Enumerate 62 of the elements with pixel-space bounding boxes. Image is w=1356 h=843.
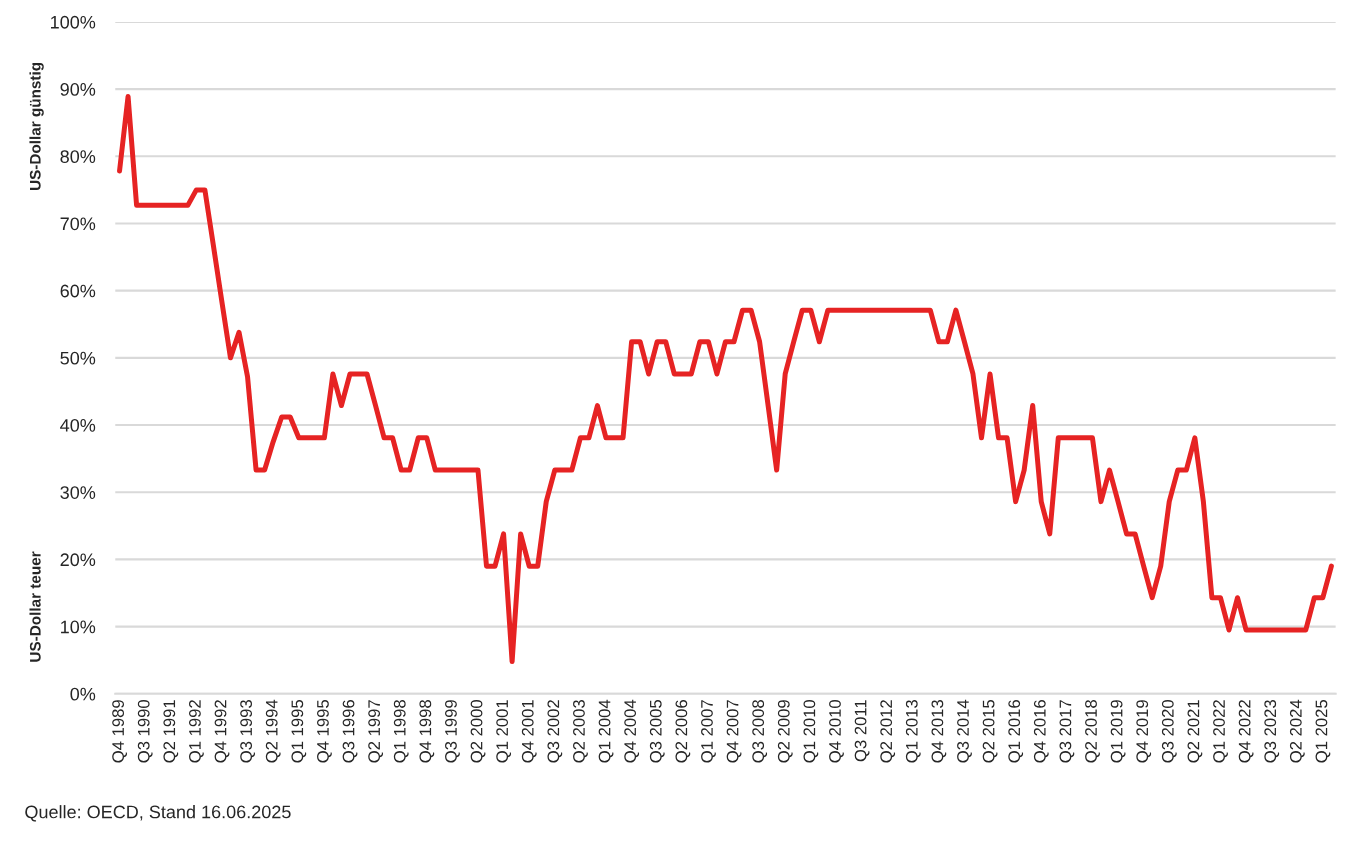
x-tick-label: Q2 1994: [265, 699, 281, 763]
x-tick-label: Q1 2019: [1110, 700, 1126, 763]
x-tick-label: Q4 2016: [1033, 700, 1049, 763]
x-tick-label: Q4 2007: [726, 700, 742, 763]
x-tick-label: Q1 1992: [189, 700, 204, 763]
x-tick-label: Q1 2001: [496, 700, 512, 763]
x-tick-label: Q1 2010: [803, 699, 819, 763]
y-tick-label: 30%: [60, 486, 96, 499]
x-tick-label: Q4 2022: [1238, 700, 1254, 763]
x-tick-label: Q4 2019: [1136, 700, 1152, 763]
x-tick-label: Q1 2025: [1315, 700, 1331, 763]
y-tick-label: 40%: [60, 418, 96, 432]
x-tick-label: Q3 1999: [445, 700, 460, 763]
x-tick-label: Q3 2020: [1161, 699, 1177, 763]
x-tick-label: Q1 2013: [905, 700, 921, 763]
y-tick-label: 60%: [60, 284, 96, 298]
x-tick-label: Q4 2001: [521, 700, 537, 763]
x-tick-label: Q2 1991: [163, 700, 179, 763]
x-tick-label: Q3 2005: [649, 700, 665, 763]
x-tick-label: Q2 1997: [368, 700, 384, 763]
x-tick-label: Q2 2006: [675, 700, 691, 763]
text: US-Dollar teuer: [29, 551, 41, 662]
x-tick-label: Q2 2003: [573, 700, 588, 763]
x-tick-label: Q1 2004: [598, 699, 614, 763]
x-tick-label: Q3 1990: [137, 699, 153, 763]
x-tick-label: Q3 2002: [547, 700, 563, 763]
x-tick-label: Q4 1998: [419, 700, 435, 763]
x-tick-label: Q4 1989: [112, 700, 127, 763]
y-tick-label: 10%: [61, 620, 96, 634]
x-tick-label: Q3 1993: [240, 700, 255, 763]
x-tick-label: Q2 2021: [1187, 700, 1203, 763]
y-tick-label: 90%: [60, 83, 96, 96]
x-tick-label: Q4 2010: [829, 699, 844, 763]
x-tick-label: Q4 1995: [317, 700, 332, 763]
x-tick-label: Q3 2023: [1264, 700, 1280, 763]
x-tick-label: Q2 2012: [880, 700, 896, 763]
x-tick-label: Q1 1995: [291, 700, 307, 763]
text: US-Dollar günstig: [29, 62, 44, 191]
x-tick-label: Q4 2004: [624, 699, 640, 763]
x-tick-label: Q2 2009: [777, 700, 793, 763]
y-tick-label: 20%: [60, 553, 96, 567]
x-tick-label: Q1 2007: [701, 700, 716, 763]
x-tick-label: Q3 1996: [342, 700, 358, 763]
y-tick-label: 0%: [70, 687, 96, 701]
x-tick-label: Q1 1998: [393, 700, 409, 763]
x-tick-label: Q3 2011: [854, 700, 870, 762]
y-tick-label: 100%: [51, 15, 96, 29]
x-tick-label: Q1 2016: [1008, 700, 1024, 763]
x-tick-label: Q2 2000: [470, 699, 486, 763]
y-tick-label: 80%: [60, 150, 96, 164]
x-tick-label: Q3 2008: [752, 700, 768, 763]
x-tick-label: Q4 2013: [931, 700, 947, 763]
y-tick-label: 70%: [60, 217, 96, 231]
x-tick-label: Q4 1992: [214, 700, 230, 763]
x-tick-label: Q2 2015: [982, 700, 998, 763]
source-note: Quelle: OECD, Stand 16.06.2025: [25, 805, 291, 822]
x-tick-label: Q1 2022: [1213, 700, 1228, 763]
x-tick-label: Q3 2014: [957, 699, 972, 763]
x-tick-label: Q2 2024: [1289, 699, 1305, 763]
x-tick-label: Q3 2017: [1059, 700, 1075, 763]
y-tick-label: 50%: [60, 351, 96, 365]
x-tick-label: Q2 2018: [1085, 700, 1100, 763]
